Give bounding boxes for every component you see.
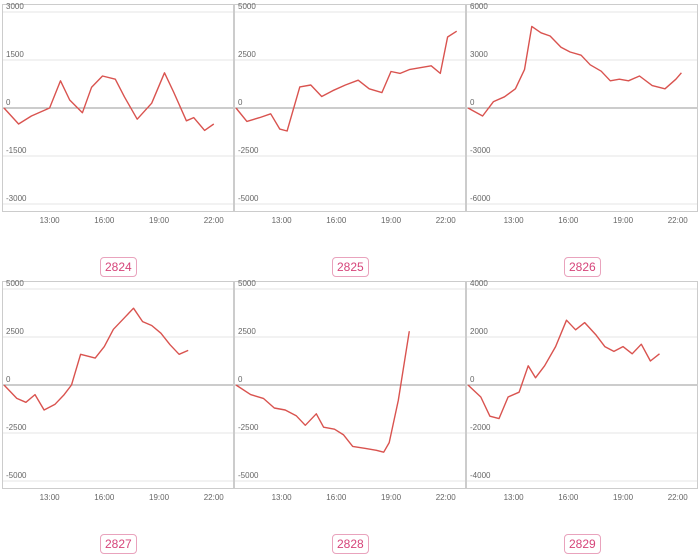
y-tick-label: -1500 — [6, 146, 27, 155]
y-tick-label: 5000 — [6, 279, 24, 288]
chart-cell-2829: 4000 2000 0 -2000 -4000 13:00 16:00 19:00 22:00 2… — [466, 279, 698, 554]
x-tick-label: 22:00 — [436, 493, 457, 502]
stock-code-badge[interactable]: 2828 — [332, 534, 369, 554]
x-tick-label: 22:00 — [204, 493, 225, 502]
y-tick-label: 3000 — [470, 50, 488, 59]
y-tick-label: 2500 — [6, 327, 24, 336]
x-tick-label: 13:00 — [504, 493, 525, 502]
x-tick-label: 19:00 — [381, 216, 402, 225]
chart-cell-2828: 5000 2500 0 -2500 -5000 13:00 16:00 19:00 22:00 2… — [234, 279, 466, 554]
x-tick-label: 13:00 — [272, 493, 293, 502]
x-tick-label: 16:00 — [94, 493, 115, 502]
y-tick-label: -2500 — [238, 423, 259, 432]
stock-code-badge[interactable]: 2825 — [332, 257, 369, 277]
series-line — [467, 25, 682, 117]
line-chart-2829: 4000 2000 0 -2000 -4000 13:00 16:00 19:00 22:00 — [467, 279, 697, 502]
y-tick-label: 6000 — [470, 2, 488, 11]
x-tick-label: 13:00 — [504, 216, 525, 225]
y-tick-label: 2500 — [238, 50, 256, 59]
stock-code-badge[interactable]: 2826 — [564, 257, 601, 277]
y-tick-label: 0 — [6, 375, 11, 384]
y-tick-label: 2000 — [470, 327, 488, 336]
x-tick-label: 16:00 — [326, 493, 347, 502]
x-tick-label: 16:00 — [94, 216, 115, 225]
stock-code-badge[interactable]: 2829 — [564, 534, 601, 554]
y-tick-label: -6000 — [470, 194, 491, 203]
line-chart-2825: 5000 2500 0 -2500 -5000 13:00 16:00 19:00 22:00 — [235, 2, 465, 225]
chart-cell-2826: 6000 3000 0 -3000 -6000 13:00 16:00 19:00 22:00 2… — [466, 2, 698, 277]
x-tick-label: 19:00 — [613, 493, 634, 502]
y-tick-label: 4000 — [470, 279, 488, 288]
y-tick-label: -2000 — [470, 423, 491, 432]
y-tick-label: -5000 — [238, 471, 259, 480]
x-tick-label: 19:00 — [613, 216, 634, 225]
x-tick-label: 19:00 — [149, 216, 170, 225]
x-tick-label: 16:00 — [326, 216, 347, 225]
y-tick-label: 3000 — [6, 2, 24, 11]
y-tick-label: 0 — [470, 98, 475, 107]
y-tick-label: 1500 — [6, 50, 24, 59]
series-line — [467, 319, 660, 420]
x-tick-label: 16:00 — [558, 216, 579, 225]
x-tick-label: 13:00 — [272, 216, 293, 225]
y-tick-label: 0 — [470, 375, 475, 384]
line-chart-2828: 5000 2500 0 -2500 -5000 13:00 16:00 19:00 22:00 — [235, 279, 465, 502]
x-tick-label: 13:00 — [40, 216, 61, 225]
line-chart-2827: 5000 2500 0 -2500 -5000 13:00 16:00 19:00 22:00 — [3, 279, 233, 502]
x-tick-label: 16:00 — [558, 493, 579, 502]
stock-code-badge[interactable]: 2824 — [100, 257, 137, 277]
x-tick-label: 22:00 — [436, 216, 457, 225]
x-tick-label: 19:00 — [149, 493, 170, 502]
y-tick-label: -2500 — [6, 423, 27, 432]
chart-cell-2824: 3000 1500 0 -1500 -3000 13:00 16:00 19:00 22:00 2… — [2, 2, 234, 277]
chart-cell-2825: 5000 2500 0 -2500 -5000 13:00 16:00 19:00 22:00 2… — [234, 2, 466, 277]
series-line — [235, 331, 410, 453]
y-tick-label: 5000 — [238, 2, 256, 11]
x-tick-label: 13:00 — [40, 493, 61, 502]
x-tick-label: 19:00 — [381, 493, 402, 502]
y-tick-label: -2500 — [238, 146, 259, 155]
series-line — [3, 307, 189, 411]
y-tick-label: -5000 — [6, 471, 27, 480]
chart-cell-2827: 5000 2500 0 -2500 -5000 13:00 16:00 19:00 22:00 2… — [2, 279, 234, 554]
series-line — [3, 72, 215, 132]
line-chart-2824: 3000 1500 0 -1500 -3000 13:00 16:00 19:00 22:00 — [3, 2, 233, 225]
y-tick-label: 0 — [6, 98, 11, 107]
y-tick-label: -5000 — [238, 194, 259, 203]
x-tick-label: 22:00 — [668, 493, 689, 502]
series-line — [235, 30, 458, 132]
y-tick-label: -3000 — [6, 194, 27, 203]
y-tick-label: 5000 — [238, 279, 256, 288]
x-tick-label: 22:00 — [204, 216, 225, 225]
y-tick-label: 0 — [238, 375, 243, 384]
y-tick-label: -3000 — [470, 146, 491, 155]
y-tick-label: 2500 — [238, 327, 256, 336]
line-chart-2826: 6000 3000 0 -3000 -6000 13:00 16:00 19:00 22:00 — [467, 2, 697, 225]
y-tick-label: -4000 — [470, 471, 491, 480]
x-tick-label: 22:00 — [668, 216, 689, 225]
stock-code-badge[interactable]: 2827 — [100, 534, 137, 554]
y-tick-label: 0 — [238, 98, 243, 107]
